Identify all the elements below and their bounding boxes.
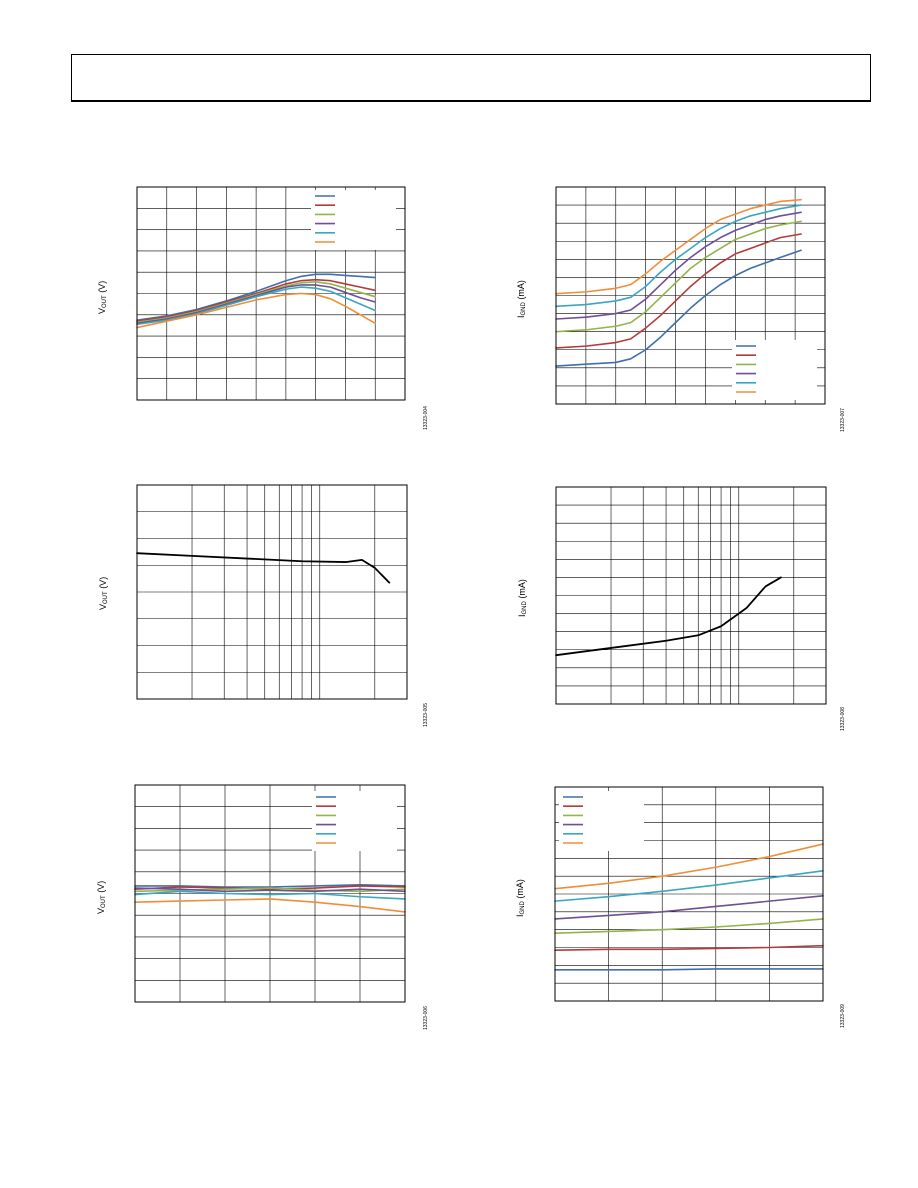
plot-frame xyxy=(555,486,827,705)
y-axis-label: IGND (mA) xyxy=(515,879,526,917)
series-line-purple xyxy=(134,887,406,893)
chart-svg-c5 xyxy=(134,784,406,1003)
figure-id: 13323-004 xyxy=(423,406,429,430)
plot-frame xyxy=(134,784,406,1003)
series-line-purple xyxy=(554,894,824,920)
series-line-purple xyxy=(136,284,377,325)
series-line-blue xyxy=(554,968,824,971)
y-axis-label: VOUT (V) xyxy=(98,576,109,610)
series-line-green xyxy=(554,918,824,935)
series-line-red xyxy=(555,233,802,349)
chart-vout-bottom-left xyxy=(134,784,406,1003)
series-line-red xyxy=(134,885,406,890)
chart-vout-top-left xyxy=(136,186,406,401)
series-line-green xyxy=(555,220,802,333)
y-axis-label: IGND (mA) xyxy=(517,579,528,617)
series-line-orange xyxy=(554,843,824,890)
plot-frame xyxy=(136,186,406,401)
legend-background xyxy=(559,791,644,851)
series-line-green xyxy=(136,280,377,324)
plot-frame xyxy=(554,786,824,1002)
plot-frame xyxy=(136,484,408,700)
series-line-black xyxy=(136,552,391,584)
series-line-cyan xyxy=(555,204,802,308)
figure-id: 13323-005 xyxy=(423,703,429,727)
series-line-orange xyxy=(134,898,406,913)
chart-vout-middle-left xyxy=(136,484,408,700)
figure-id: 13323-009 xyxy=(840,1004,846,1028)
page-header-box xyxy=(71,54,871,102)
chart-ignd-bottom-right xyxy=(554,786,824,1002)
chart-svg-c4 xyxy=(555,486,827,705)
chart-svg-c3 xyxy=(136,484,408,700)
chart-ignd-middle-right xyxy=(555,486,827,705)
series-line-purple xyxy=(555,211,802,320)
figure-id: 13323-008 xyxy=(840,707,846,731)
series-line-red xyxy=(136,278,377,322)
legend-background xyxy=(732,340,817,400)
series-line-cyan xyxy=(134,890,406,900)
series-line-orange xyxy=(555,198,802,295)
series-line-green xyxy=(134,887,406,893)
chart-svg-c2 xyxy=(555,186,826,405)
series-line-blue xyxy=(555,249,802,367)
y-axis-label: VOUT (V) xyxy=(96,880,107,914)
series-line-orange xyxy=(136,292,377,329)
series-line-blue xyxy=(136,273,377,321)
series-line-cyan xyxy=(554,870,824,902)
figure-id: 13323-006 xyxy=(423,1006,429,1030)
series-line-cyan xyxy=(136,286,377,326)
series-line-blue xyxy=(134,884,406,888)
chart-svg-c1 xyxy=(136,186,406,401)
legend-background xyxy=(312,791,397,851)
series-line-black xyxy=(555,576,782,657)
figure-id: 13323-007 xyxy=(840,408,846,432)
y-axis-label: IGND (mA) xyxy=(516,280,527,318)
series-line-red xyxy=(554,944,824,951)
chart-ignd-top-right xyxy=(555,186,826,405)
plot-frame xyxy=(555,186,826,405)
y-axis-label: VOUT (V) xyxy=(97,280,108,314)
chart-svg-c6 xyxy=(554,786,824,1002)
legend-background xyxy=(311,190,396,250)
